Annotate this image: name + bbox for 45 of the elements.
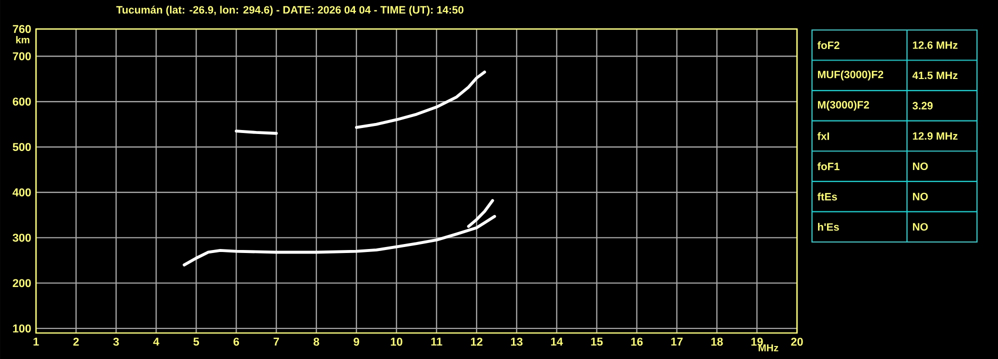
text: h'Es — [818, 222, 839, 231]
text: 12.6 MHz — [912, 41, 958, 49]
x-tick-label: 3 — [113, 338, 119, 346]
text: foF1 — [817, 162, 840, 170]
y-tick-label: 760 — [12, 25, 31, 34]
text: M(3000)F2 — [818, 100, 869, 111]
y-tick-label: 700 — [12, 52, 31, 60]
text: NO — [912, 162, 928, 170]
x-tick-label: 17 — [671, 338, 683, 346]
text: MUF(3000)F2 — [818, 70, 884, 80]
y-tick-label: 600 — [12, 98, 31, 106]
x-tick-label: 13 — [511, 338, 523, 346]
x-tick-label: 8 — [314, 338, 320, 346]
x-tick-label: 12 — [470, 338, 482, 346]
text: 3.29 — [912, 102, 933, 110]
y-tick-label: 300 — [12, 234, 31, 242]
text: fxI — [817, 132, 830, 140]
x-axis-title: MHz — [758, 344, 778, 352]
x-tick-label: 15 — [591, 338, 603, 346]
y-tick-label: 500 — [12, 142, 31, 151]
x-tick-label: 18 — [711, 338, 723, 346]
text: 41.5 MHz — [912, 72, 958, 80]
y-axis-title: km — [16, 36, 30, 44]
x-tick-label: 9 — [354, 338, 360, 346]
y-tick-label: 100 — [13, 324, 31, 332]
y-tick-label: 400 — [12, 188, 31, 196]
x-tick-label: 2 — [73, 338, 79, 346]
x-tick-label: 7 — [274, 338, 279, 346]
text: 12.9 MHz — [912, 132, 958, 140]
chart-title: Tucumán (lat: -26.9, lon: 294.6) - DATE: 2026 04 04 - TIME (UT): 14:50 — [116, 6, 464, 16]
x-tick-label: 11 — [431, 338, 442, 346]
x-tick-label: 14 — [551, 338, 563, 346]
text: ftEs — [817, 192, 837, 200]
x-tick-label: 6 — [234, 338, 240, 346]
x-tick-label: 19 — [751, 338, 763, 346]
x-tick-label: 20 — [791, 338, 803, 346]
x-tick-label: 5 — [193, 338, 200, 346]
y-tick-label: 200 — [12, 279, 31, 288]
x-tick-label: 16 — [631, 338, 643, 346]
text: NO — [912, 192, 928, 200]
x-tick-label: 1 — [34, 338, 39, 346]
text: NO — [912, 223, 928, 231]
x-tick-label: 4 — [153, 338, 160, 346]
text: foF2 — [817, 41, 840, 50]
x-tick-label: 10 — [390, 338, 402, 346]
